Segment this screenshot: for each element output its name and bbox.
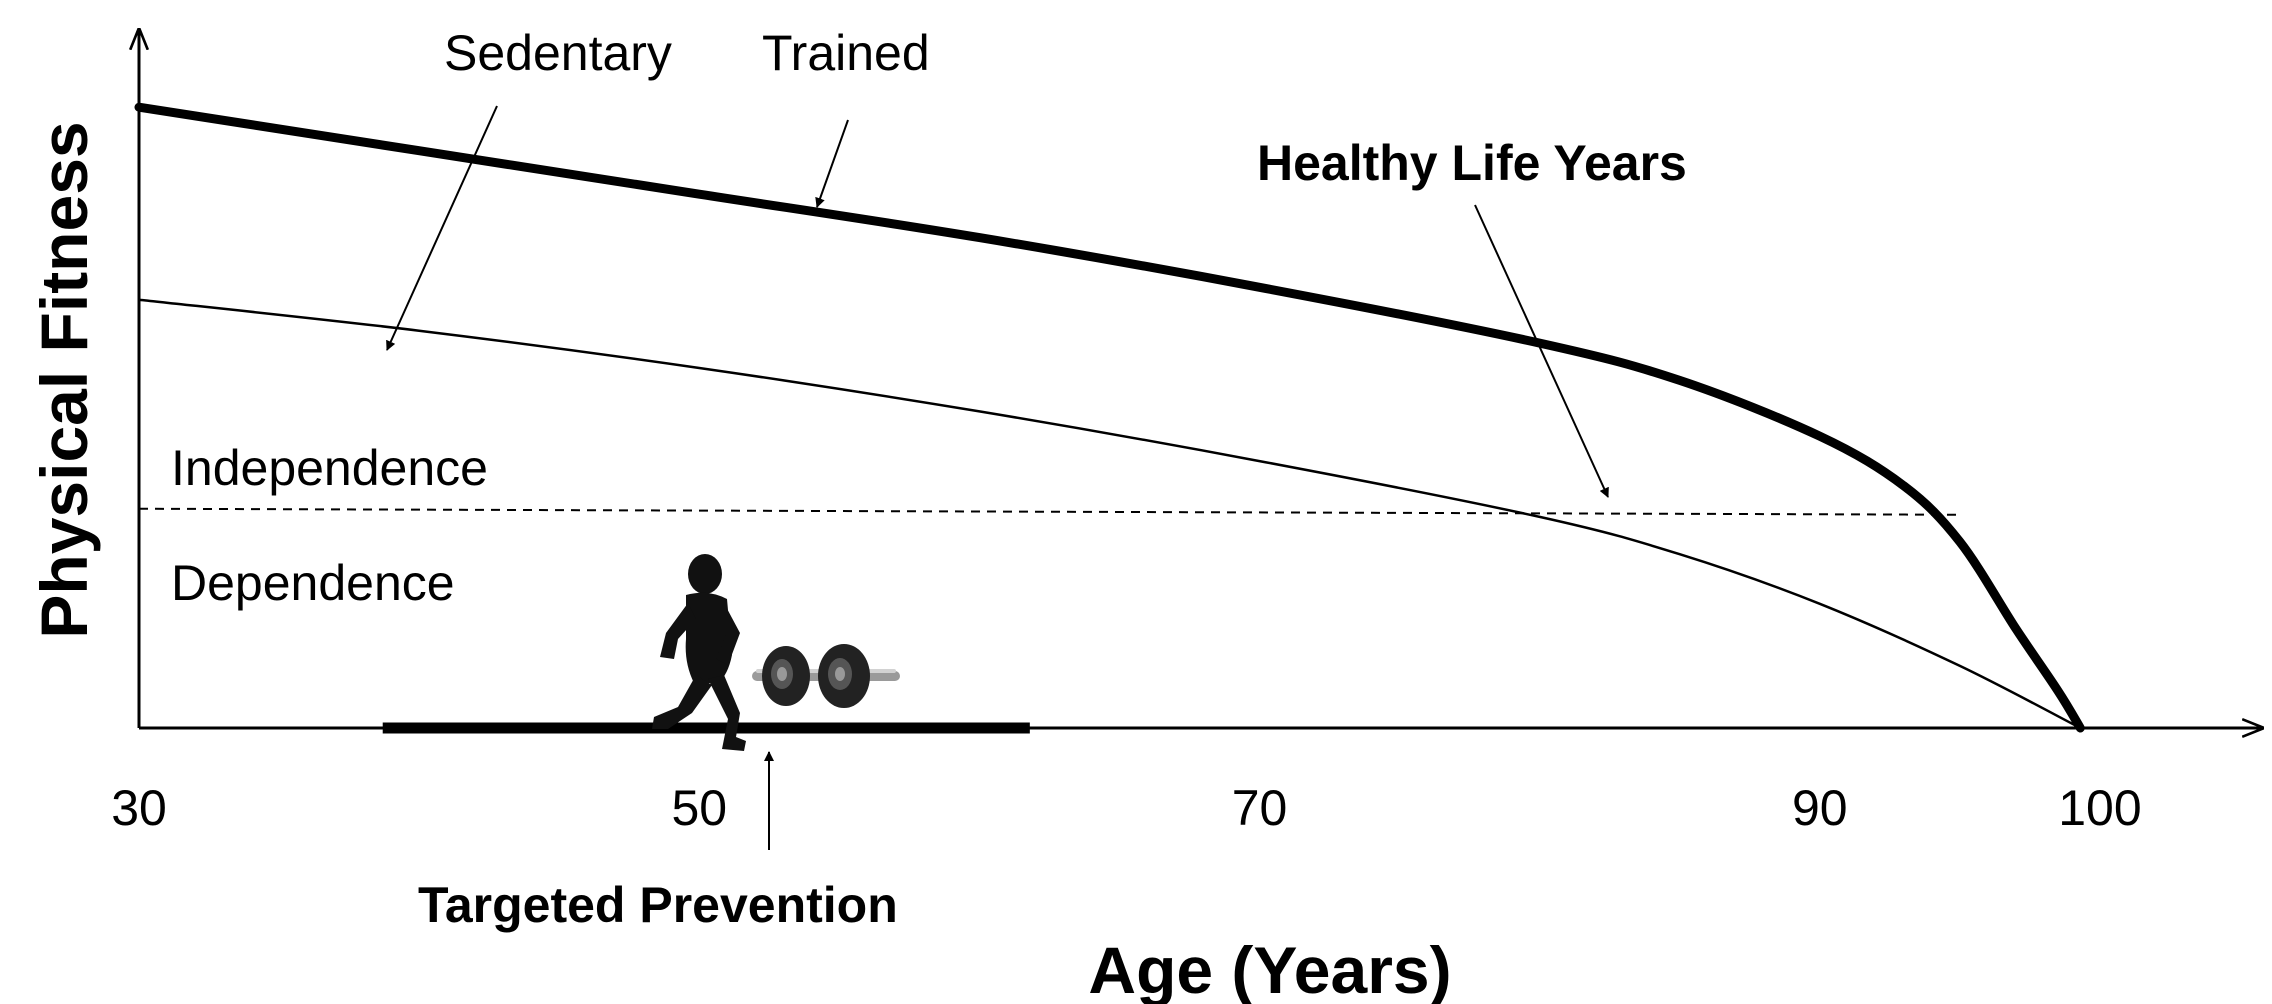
- trained-curve: [134, 102, 2085, 733]
- sedentary-label: Sedentary: [444, 25, 672, 81]
- x-axis-title: Age (Years): [1088, 933, 1451, 1004]
- healthy-life-years-label: Healthy Life Years: [1257, 135, 1687, 191]
- targeted-prevention-label: Targeted Prevention: [418, 877, 898, 933]
- x-tick-label: 30: [111, 780, 167, 836]
- dependence-label: Dependence: [171, 555, 455, 611]
- sedentary-curve: [138, 298, 2081, 730]
- y-axis-title: Physical Fitness: [27, 121, 101, 638]
- x-tick-label: 90: [1792, 780, 1848, 836]
- x-tick-label: 70: [1232, 780, 1288, 836]
- barbell-icon: [752, 644, 900, 708]
- x-tick-label: 50: [671, 780, 727, 836]
- independence-label: Independence: [171, 440, 488, 496]
- runner-icon: [652, 554, 746, 751]
- trained-arrow: [815, 119, 849, 208]
- independence-threshold-line: [138, 507, 1960, 516]
- sedentary-arrow: [386, 105, 498, 351]
- x-tick-labels: 30 50 70 90 100: [111, 780, 2141, 836]
- trained-label: Trained: [762, 25, 930, 81]
- healthy-life-years-arrow: [1474, 204, 1609, 498]
- x-tick-label: 100: [2058, 780, 2141, 836]
